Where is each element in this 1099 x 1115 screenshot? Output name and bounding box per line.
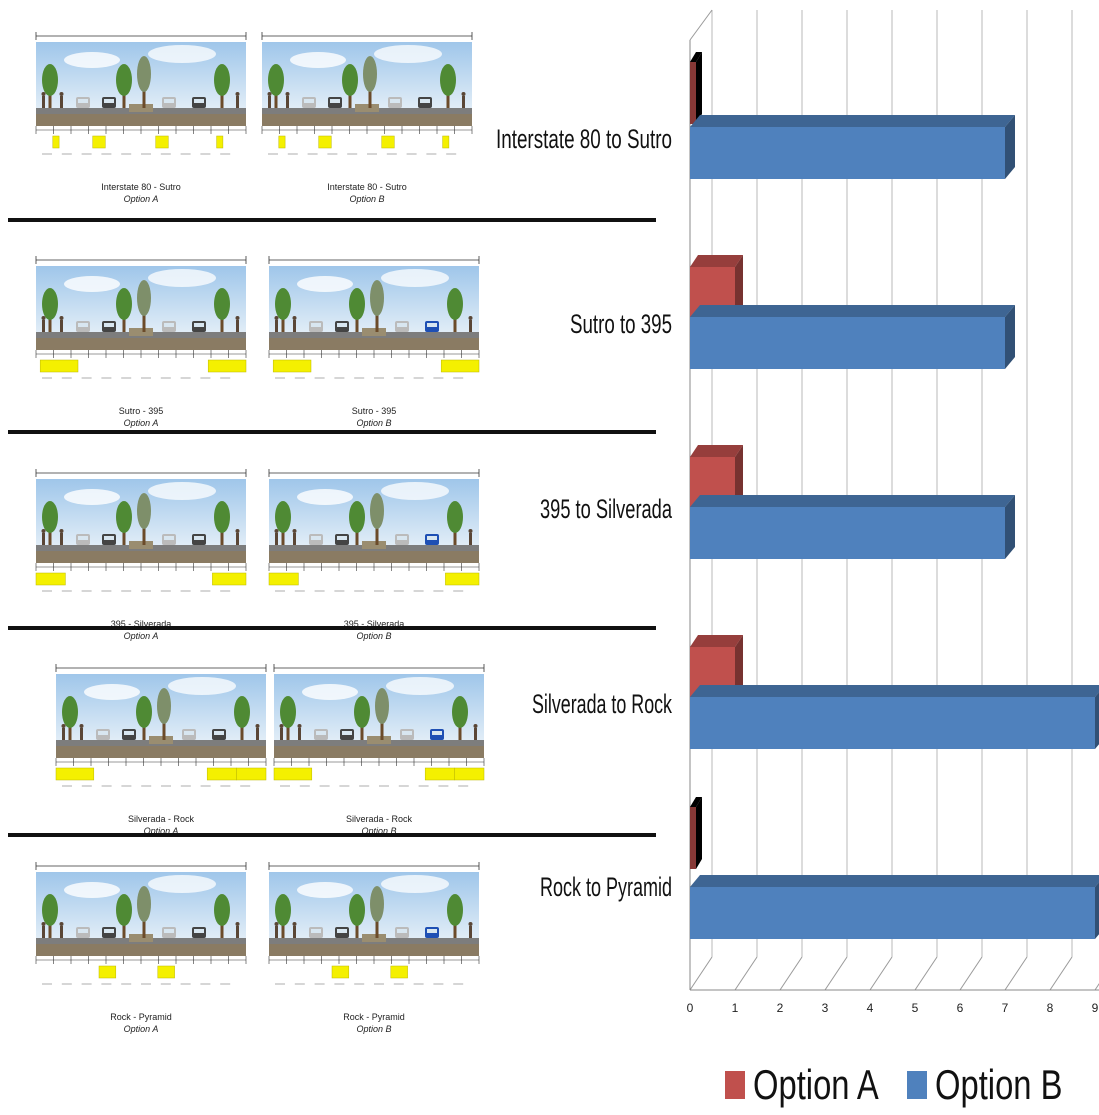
cross-section-row: Sutro - 395 Option A Sutro - 395 Option B bbox=[0, 232, 660, 432]
bar-option-a bbox=[690, 52, 702, 124]
cross-section-option-label: Option B bbox=[349, 194, 385, 204]
cross-section-option-label: Option A bbox=[123, 418, 159, 428]
cross-section-row: Silverada - Rock Option A Silverada - Roc… bbox=[0, 640, 660, 840]
cross-section-option-label: Option A bbox=[123, 631, 159, 641]
bar-option-b bbox=[690, 305, 1015, 369]
x-tick-label: 2 bbox=[777, 1001, 784, 1015]
chart-floor bbox=[689, 9, 1099, 991]
cross-section-illustration bbox=[268, 862, 480, 985]
bar-option-b bbox=[690, 685, 1099, 749]
cross-section-row: 395 - Silverada Option A 395 - Silverada O… bbox=[0, 445, 660, 645]
cross-section-title: Rock - Pyramid bbox=[110, 1012, 172, 1022]
section-divider bbox=[8, 218, 656, 222]
cross-section-title: Interstate 80 - Sutro bbox=[327, 182, 407, 192]
floor-gridline bbox=[824, 956, 848, 991]
bar-option-b bbox=[690, 495, 1015, 559]
floor-gridline bbox=[1004, 956, 1028, 991]
x-tick-label: 3 bbox=[822, 1001, 829, 1015]
cross-section-option-b: Silverada - Rock Option B bbox=[270, 640, 488, 838]
cross-section-option-a: Rock - Pyramid Option A bbox=[32, 838, 250, 1036]
cross-section-option-b: Rock - Pyramid Option B bbox=[265, 838, 483, 1036]
cross-section-illustration bbox=[35, 256, 247, 379]
chart-gridlines bbox=[711, 10, 1073, 957]
cross-section-option-label: Option A bbox=[123, 194, 159, 204]
bar-option-a bbox=[690, 445, 743, 507]
legend-swatch-option-b bbox=[907, 1071, 927, 1099]
cross-section-option-a: Sutro - 395 Option A bbox=[32, 232, 250, 430]
cross-section-title: Sutro - 395 bbox=[351, 406, 397, 416]
x-tick-label: 7 bbox=[1002, 1001, 1009, 1015]
cross-section-row: Interstate 80 - Sutro Option A Interstate… bbox=[0, 8, 660, 208]
cross-section-option-label: Option B bbox=[361, 826, 397, 836]
cross-section-illustration bbox=[35, 862, 247, 985]
cross-section-option-b: Sutro - 395 Option B bbox=[265, 232, 483, 430]
x-tick-label: 4 bbox=[867, 1001, 874, 1015]
cross-section-panel: Interstate 80 - Sutro Option A Interstate… bbox=[0, 8, 660, 1038]
cross-section-title: Rock - Pyramid bbox=[343, 1012, 405, 1022]
legend-item-option-b: Option B bbox=[907, 1060, 1098, 1110]
cross-section-title: Interstate 80 - Sutro bbox=[101, 182, 181, 192]
legend-swatch-option-a bbox=[725, 1071, 745, 1099]
x-tick-label: 6 bbox=[957, 1001, 964, 1015]
legend-item-option-a: Option A bbox=[725, 1060, 914, 1110]
cross-section-option-label: Option B bbox=[356, 418, 392, 428]
cross-section-illustration bbox=[268, 469, 480, 592]
cross-section-option-label: Option B bbox=[356, 631, 392, 641]
cross-section-title: 395 - Silverada bbox=[110, 619, 172, 629]
x-tick-label: 1 bbox=[732, 1001, 739, 1015]
cross-section-option-label: Option B bbox=[356, 1024, 392, 1034]
bar-option-a bbox=[690, 255, 743, 317]
cross-section-illustration bbox=[273, 664, 485, 787]
bar-option-b bbox=[690, 115, 1015, 179]
cross-section-illustration bbox=[261, 32, 473, 155]
chart-legend: Option A Option B bbox=[725, 1060, 1085, 1110]
floor-gridline bbox=[689, 956, 713, 991]
cross-section-title: Sutro - 395 bbox=[118, 406, 164, 416]
floor-gridline bbox=[1094, 983, 1099, 991]
floor-gridline bbox=[1049, 956, 1073, 991]
section-divider bbox=[8, 626, 656, 630]
cross-section-option-a: Interstate 80 - Sutro Option A bbox=[32, 8, 250, 206]
cross-section-title: Silverada - Rock bbox=[345, 814, 413, 824]
section-divider bbox=[8, 833, 656, 837]
floor-gridline bbox=[869, 956, 893, 991]
floor-gridline bbox=[914, 956, 938, 991]
cross-section-illustration bbox=[55, 664, 267, 787]
x-tick-label: 5 bbox=[912, 1001, 919, 1015]
legend-label-option-a: Option A bbox=[753, 1061, 879, 1108]
axis-wall-edge bbox=[689, 9, 713, 41]
floor-gridline bbox=[734, 956, 758, 991]
x-tick-label: 9 bbox=[1092, 1001, 1099, 1015]
bar-option-b bbox=[690, 875, 1099, 939]
floor-gridline bbox=[779, 956, 803, 991]
section-divider bbox=[8, 430, 656, 434]
bar-option-a bbox=[690, 797, 702, 869]
cross-section-option-label: Option A bbox=[143, 826, 179, 836]
x-axis-tick-labels: 0 1 2 3 4 5 6 7 8 9 bbox=[687, 1001, 1099, 1015]
floor-gridline bbox=[959, 956, 983, 991]
bar-option-a bbox=[690, 635, 743, 697]
x-tick-label: 0 bbox=[687, 1001, 694, 1015]
cross-section-illustration bbox=[268, 256, 480, 379]
x-tick-label: 8 bbox=[1047, 1001, 1054, 1015]
cross-section-title: Silverada - Rock bbox=[127, 814, 195, 824]
cross-section-illustration bbox=[35, 32, 247, 155]
cross-section-option-b: Interstate 80 - Sutro Option B bbox=[258, 8, 476, 206]
legend-label-option-b: Option B bbox=[935, 1061, 1063, 1108]
cross-section-option-b: 395 - Silverada Option B bbox=[265, 445, 483, 643]
chart-bars bbox=[690, 52, 1099, 939]
cross-section-row: Rock - Pyramid Option A Rock - Pyramid Opt… bbox=[0, 838, 660, 1038]
cross-section-title: 395 - Silverada bbox=[343, 619, 405, 629]
cross-section-option-a: 395 - Silverada Option A bbox=[32, 445, 250, 643]
cross-section-option-label: Option A bbox=[123, 1024, 159, 1034]
cross-section-option-a: Silverada - Rock Option A bbox=[52, 640, 270, 838]
cross-section-illustration bbox=[35, 469, 247, 592]
